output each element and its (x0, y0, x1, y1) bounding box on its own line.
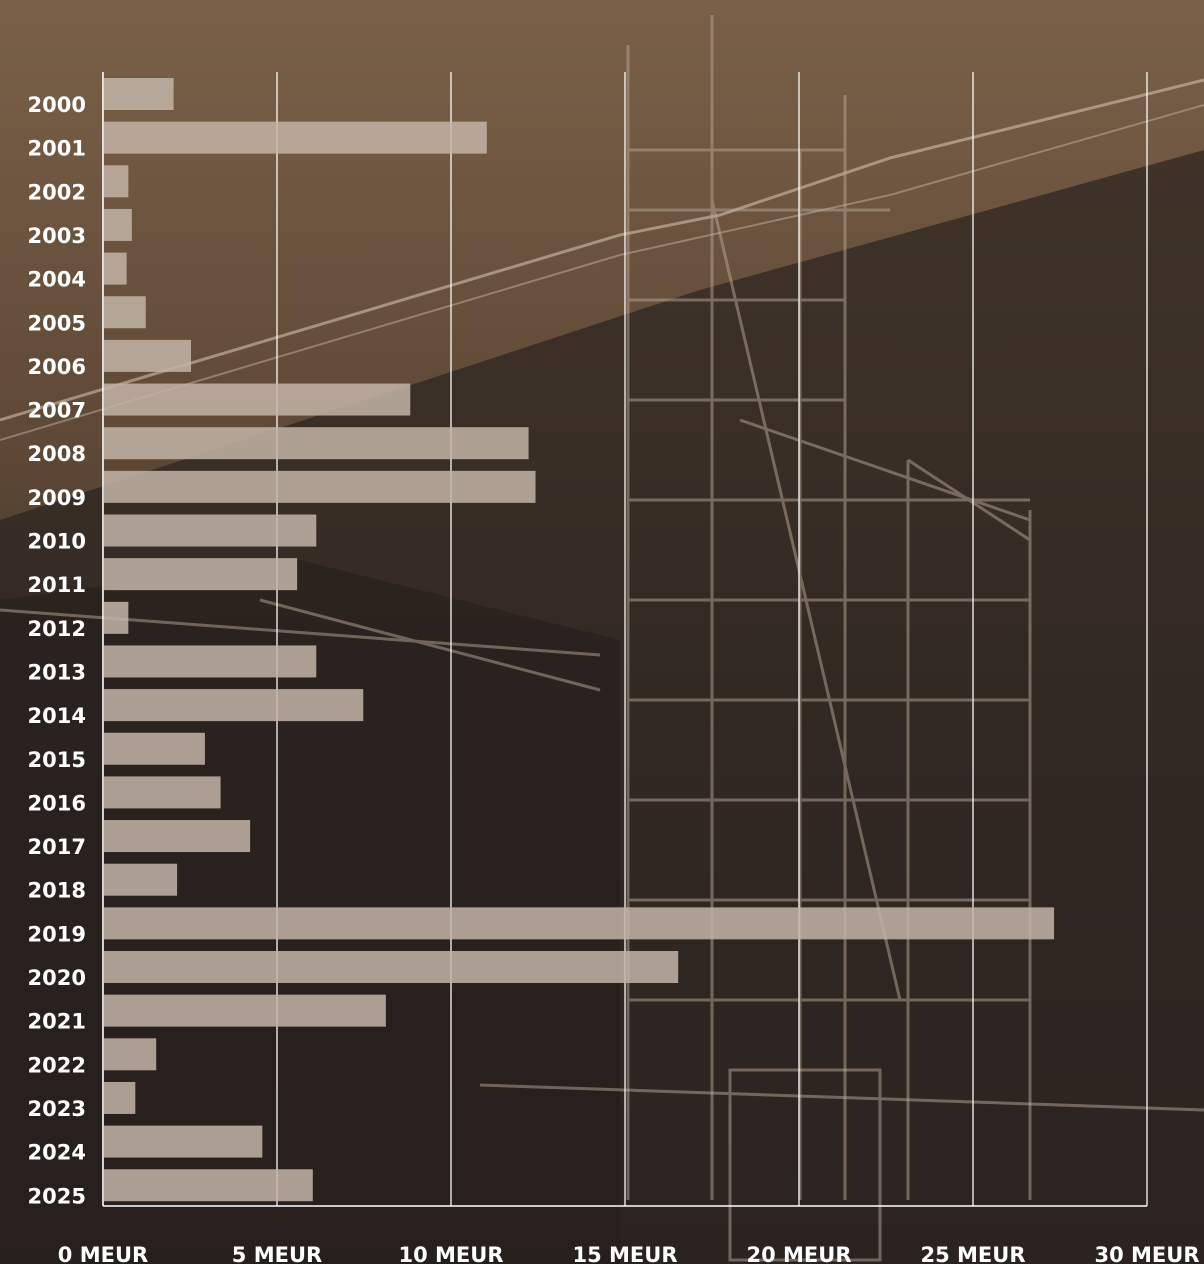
year-label: 2024 (28, 1141, 86, 1165)
year-label: 2008 (28, 442, 86, 466)
bar (104, 383, 411, 416)
bar (104, 208, 132, 241)
year-label: 2006 (28, 355, 86, 379)
year-label: 2023 (28, 1097, 86, 1121)
year-label: 2025 (28, 1184, 86, 1208)
bar (104, 907, 1055, 940)
bar (104, 165, 129, 198)
x-tick-label: 15 MEUR (573, 1243, 678, 1264)
year-label: 2002 (28, 180, 86, 204)
x-tick-label: 30 MEUR (1095, 1243, 1200, 1264)
year-label: 2012 (28, 617, 86, 641)
x-tick-label: 25 MEUR (921, 1243, 1026, 1264)
gridlines (102, 72, 1148, 1207)
bar (104, 820, 251, 853)
bar (104, 689, 364, 722)
bar (104, 296, 146, 329)
bar (104, 776, 221, 809)
year-label: 2007 (28, 399, 86, 423)
year-label: 2011 (28, 573, 86, 597)
year-label: 2001 (28, 137, 86, 161)
bar (104, 252, 127, 285)
year-label: 2000 (28, 93, 86, 117)
bar (104, 514, 317, 547)
bar (104, 645, 317, 678)
year-label: 2020 (28, 966, 86, 990)
x-tick-label: 0 MEUR (58, 1243, 148, 1264)
year-label: 2003 (28, 224, 86, 248)
year-label: 2004 (28, 268, 86, 292)
bar (104, 558, 298, 591)
year-label: 2015 (28, 748, 86, 772)
bar (104, 863, 178, 896)
x-tick-label: 20 MEUR (747, 1243, 852, 1264)
bar (104, 78, 174, 110)
year-label: 2013 (28, 660, 86, 684)
bar (104, 1125, 263, 1158)
year-label: 2005 (28, 311, 86, 335)
year-label: 2010 (28, 530, 86, 554)
bar (104, 1169, 313, 1202)
x-tick-label: 10 MEUR (399, 1243, 504, 1264)
year-label: 2018 (28, 879, 86, 903)
bar (104, 994, 386, 1027)
bar (104, 951, 679, 983)
year-label: 2017 (28, 835, 86, 859)
year-label: 2022 (28, 1053, 86, 1077)
x-tick-labels: 0 MEUR 5 MEUR 10 MEUR 15 MEUR 20 MEUR 25 MEUR… (58, 1243, 1200, 1264)
bar (104, 470, 536, 503)
bar (104, 339, 191, 372)
year-label: 2019 (28, 922, 86, 946)
bar (104, 121, 487, 154)
bar (104, 1038, 157, 1071)
year-label: 2014 (28, 704, 86, 728)
bar (104, 601, 129, 634)
bar (104, 732, 205, 765)
bars (104, 78, 1055, 1202)
year-label: 2009 (28, 486, 86, 510)
x-tick-label: 5 MEUR (232, 1243, 322, 1264)
year-label: 2016 (28, 791, 86, 815)
bar (104, 427, 529, 460)
year-label: 2021 (28, 1010, 86, 1034)
year-labels: 2000 2001 2002 2003 2004 2005 2006 2007 2008 2009… (28, 93, 86, 1208)
bar (104, 1081, 136, 1114)
